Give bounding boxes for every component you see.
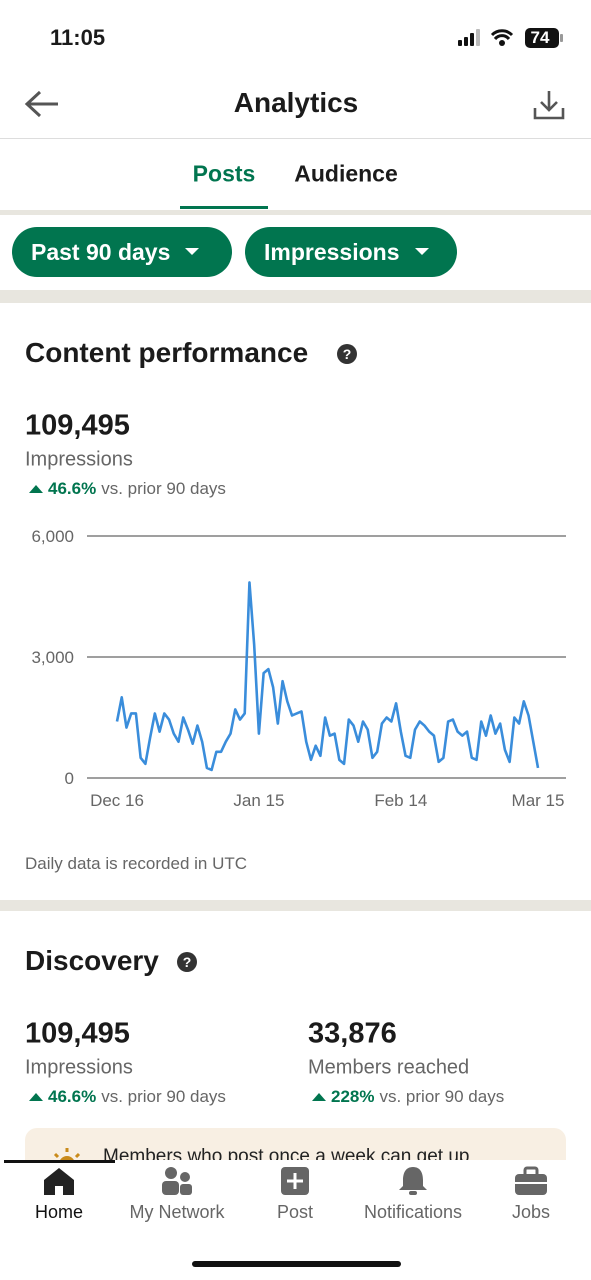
nav-label: Jobs [511, 1202, 551, 1222]
battery-level: 74 [530, 28, 550, 47]
change-row: 46.6% vs. prior 90 days [29, 479, 226, 499]
dropdown-icon [185, 248, 200, 255]
up-arrow [312, 1093, 326, 1101]
filter-period[interactable]: Past 90 days [12, 227, 232, 277]
stat-label: Members reached [308, 1056, 470, 1079]
download-button[interactable] [532, 88, 566, 122]
x-tick-label: Dec 16 [90, 791, 144, 810]
filter-label: Impressions [264, 238, 400, 265]
svg-text:?: ? [343, 346, 352, 362]
nav-label: Home [34, 1202, 83, 1222]
tab-audience[interactable]: Audience [294, 160, 398, 187]
tab-posts[interactable]: Posts [192, 160, 256, 187]
data-line [115, 581, 540, 772]
nav-icon [281, 1167, 309, 1195]
y-tick-label: 3,000 [31, 648, 74, 667]
x-tick-label: Jan 15 [233, 791, 284, 810]
separator [0, 210, 591, 215]
change-value: 46.6% [48, 1087, 97, 1106]
section-title: Discovery [25, 945, 159, 976]
up-arrow [29, 485, 43, 493]
chart: 0 3,000 6,000 Dec 16 Jan 15 Feb 14 Mar 15 [31, 527, 566, 810]
help-icon[interactable]: ? [176, 951, 198, 973]
chart-note: Daily data is recorded in UTC [25, 854, 248, 873]
y-tick-label: 0 [65, 769, 74, 788]
x-tick-label: Feb 14 [374, 791, 427, 810]
nav-jobs[interactable]: Jobs [472, 1166, 590, 1223]
change-row: 46.6% vs. prior 90 days [29, 1087, 226, 1107]
tab-indicator [180, 206, 268, 209]
y-tick-label: 6,000 [31, 527, 74, 546]
dropdown-icon [414, 248, 429, 255]
stat-value: 33,876 [308, 1017, 397, 1050]
filter-metric[interactable]: Impressions [245, 227, 457, 277]
nav-indicator [4, 1160, 115, 1163]
nav-icon [162, 1167, 192, 1195]
status-icons [458, 28, 563, 48]
nav-label: My Network [129, 1202, 225, 1222]
nav-label: Notifications [363, 1202, 463, 1222]
nav-icon [515, 1166, 547, 1195]
nav-notifications[interactable]: Notifications [354, 1166, 472, 1223]
change-value: 46.6% [48, 479, 97, 498]
metric-label: Impressions [25, 448, 133, 471]
section-title: Content performance [25, 337, 309, 368]
separator [0, 900, 591, 911]
nav-icon [44, 1168, 74, 1195]
change-text: vs. prior 90 days [379, 1087, 505, 1106]
filter-label: Past 90 days [31, 238, 171, 265]
nav-post[interactable]: Post [236, 1166, 354, 1223]
separator [0, 290, 591, 303]
svg-text:?: ? [183, 954, 192, 970]
change-value: 228% [331, 1087, 375, 1106]
nav-label: Post [276, 1202, 314, 1222]
stat-label: Impressions [25, 1056, 133, 1079]
page-title: Analytics [233, 87, 359, 118]
home-indicator [192, 1261, 401, 1267]
nav-icon [399, 1167, 427, 1195]
change-text: vs. prior 90 days [101, 1087, 226, 1106]
total-value: 109,495 [25, 409, 130, 442]
up-arrow [29, 1093, 43, 1101]
change-row: 228% vs. prior 90 days [312, 1087, 504, 1107]
status-time: 11:05 [50, 25, 106, 50]
divider [0, 138, 591, 139]
stat-value: 109,495 [25, 1017, 130, 1050]
help-icon[interactable]: ? [336, 343, 358, 365]
back-button[interactable] [22, 88, 62, 120]
nav-home[interactable]: Home [0, 1166, 118, 1223]
change-text: vs. prior 90 days [101, 479, 226, 498]
x-tick-label: Mar 15 [512, 791, 565, 810]
nav-network[interactable]: My Network [118, 1166, 236, 1223]
